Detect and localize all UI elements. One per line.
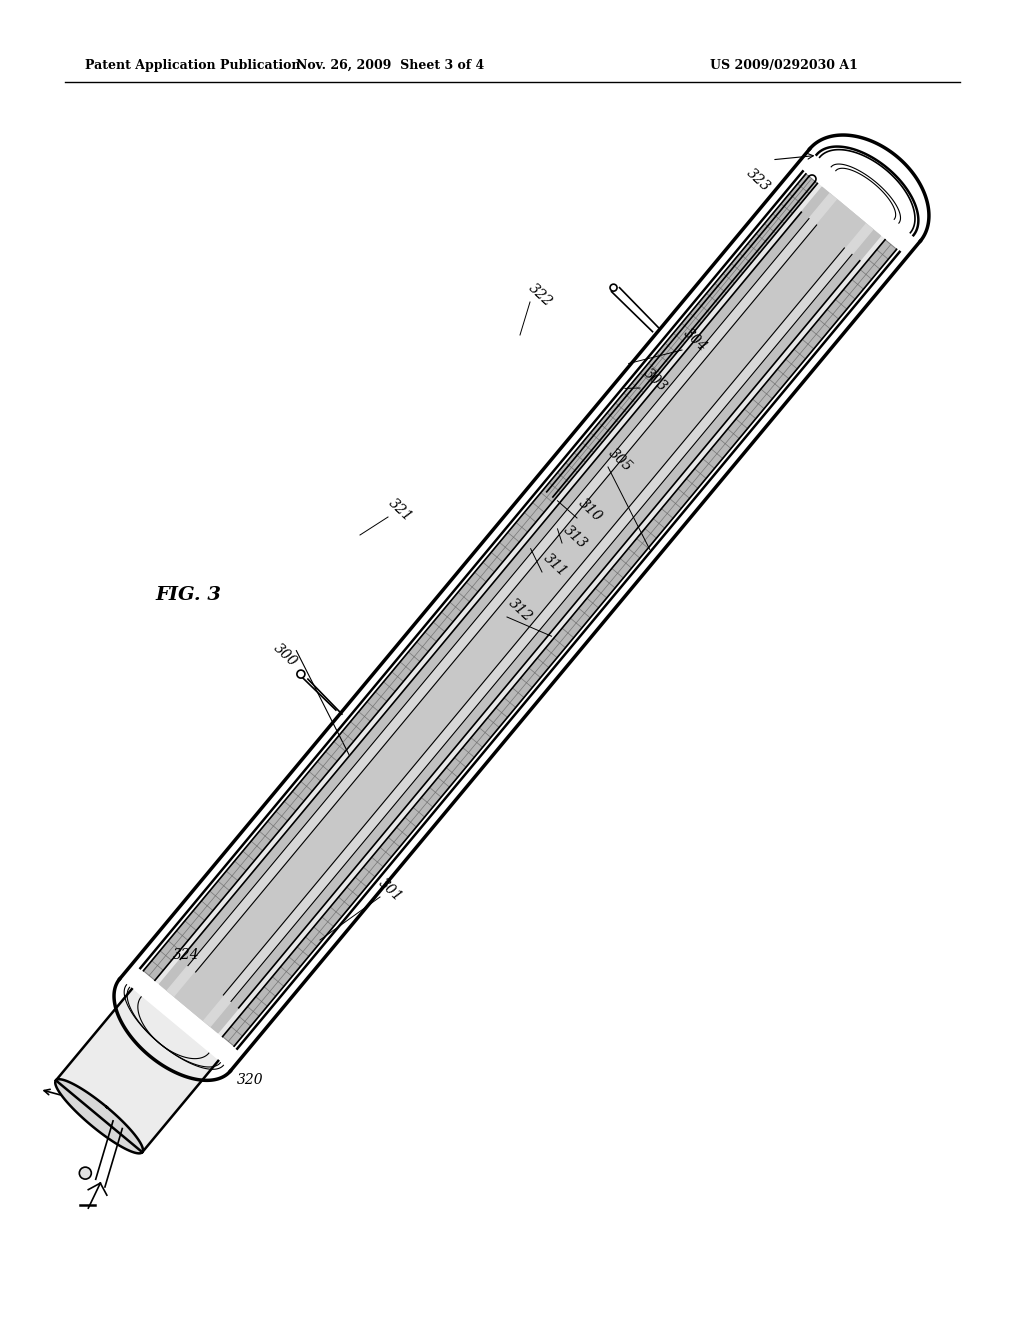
Text: 301: 301 <box>376 875 404 904</box>
Text: 321: 321 <box>385 496 415 524</box>
Text: 320: 320 <box>237 1073 263 1086</box>
Text: Patent Application Publication: Patent Application Publication <box>85 58 300 71</box>
Text: 312: 312 <box>506 595 535 624</box>
Text: 303: 303 <box>640 366 670 395</box>
Polygon shape <box>55 1080 143 1154</box>
Circle shape <box>297 671 305 678</box>
Polygon shape <box>56 989 218 1152</box>
Text: 305: 305 <box>605 446 635 474</box>
Circle shape <box>610 284 617 292</box>
Text: 324: 324 <box>173 948 200 962</box>
Polygon shape <box>143 174 817 981</box>
Text: 323: 323 <box>743 166 772 194</box>
Polygon shape <box>155 183 885 1036</box>
Text: 310: 310 <box>575 496 604 524</box>
Text: 304: 304 <box>681 326 710 354</box>
Text: Nov. 26, 2009  Sheet 3 of 4: Nov. 26, 2009 Sheet 3 of 4 <box>296 58 484 71</box>
Polygon shape <box>120 149 921 1071</box>
Polygon shape <box>175 201 865 1020</box>
Text: FIG. 3: FIG. 3 <box>155 586 221 605</box>
Text: 311: 311 <box>541 550 569 579</box>
Text: 322: 322 <box>525 281 555 309</box>
Text: US 2009/0292030 A1: US 2009/0292030 A1 <box>710 58 858 71</box>
Polygon shape <box>222 240 897 1047</box>
Text: 313: 313 <box>560 523 590 552</box>
Text: 300: 300 <box>270 640 299 669</box>
Polygon shape <box>810 135 929 242</box>
Circle shape <box>79 1167 91 1179</box>
Polygon shape <box>160 187 881 1032</box>
Polygon shape <box>167 194 872 1026</box>
